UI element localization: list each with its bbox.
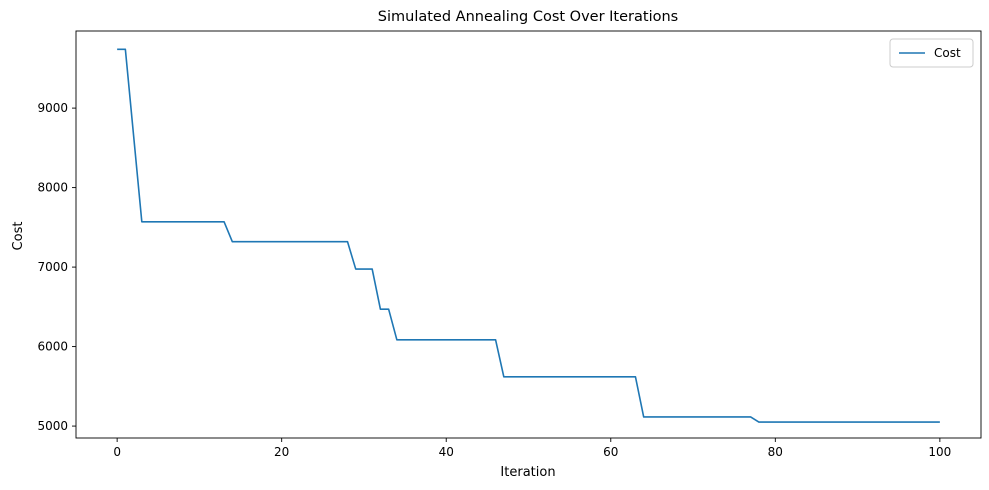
x-axis-label: Iteration <box>500 465 555 480</box>
chart-title: Simulated Annealing Cost Over Iterations <box>378 9 678 25</box>
x-tick-label: 0 <box>113 445 121 459</box>
plot-frame <box>75 30 982 439</box>
plot-area: 0 20 40 60 80 100 5000 6000 7000 8000 9000 Cost <box>37 30 982 459</box>
legend-box <box>889 38 974 68</box>
x-tick-label: 40 <box>439 445 454 459</box>
legend-entry: Cost <box>934 46 961 60</box>
x-tick-label: 100 <box>928 445 951 459</box>
y-axis-label: Cost <box>11 222 26 251</box>
y-tick-label: 5000 <box>37 419 68 433</box>
y-tick-label: 7000 <box>37 260 68 274</box>
x-tick-label: 80 <box>768 445 783 459</box>
y-tick-label: 9000 <box>37 101 68 115</box>
y-tick-label: 8000 <box>37 181 68 195</box>
y-tick-label: 6000 <box>37 340 68 354</box>
x-tick-label: 20 <box>274 445 289 459</box>
x-tick-label: 60 <box>603 445 618 459</box>
series-line-cost <box>117 48 940 423</box>
